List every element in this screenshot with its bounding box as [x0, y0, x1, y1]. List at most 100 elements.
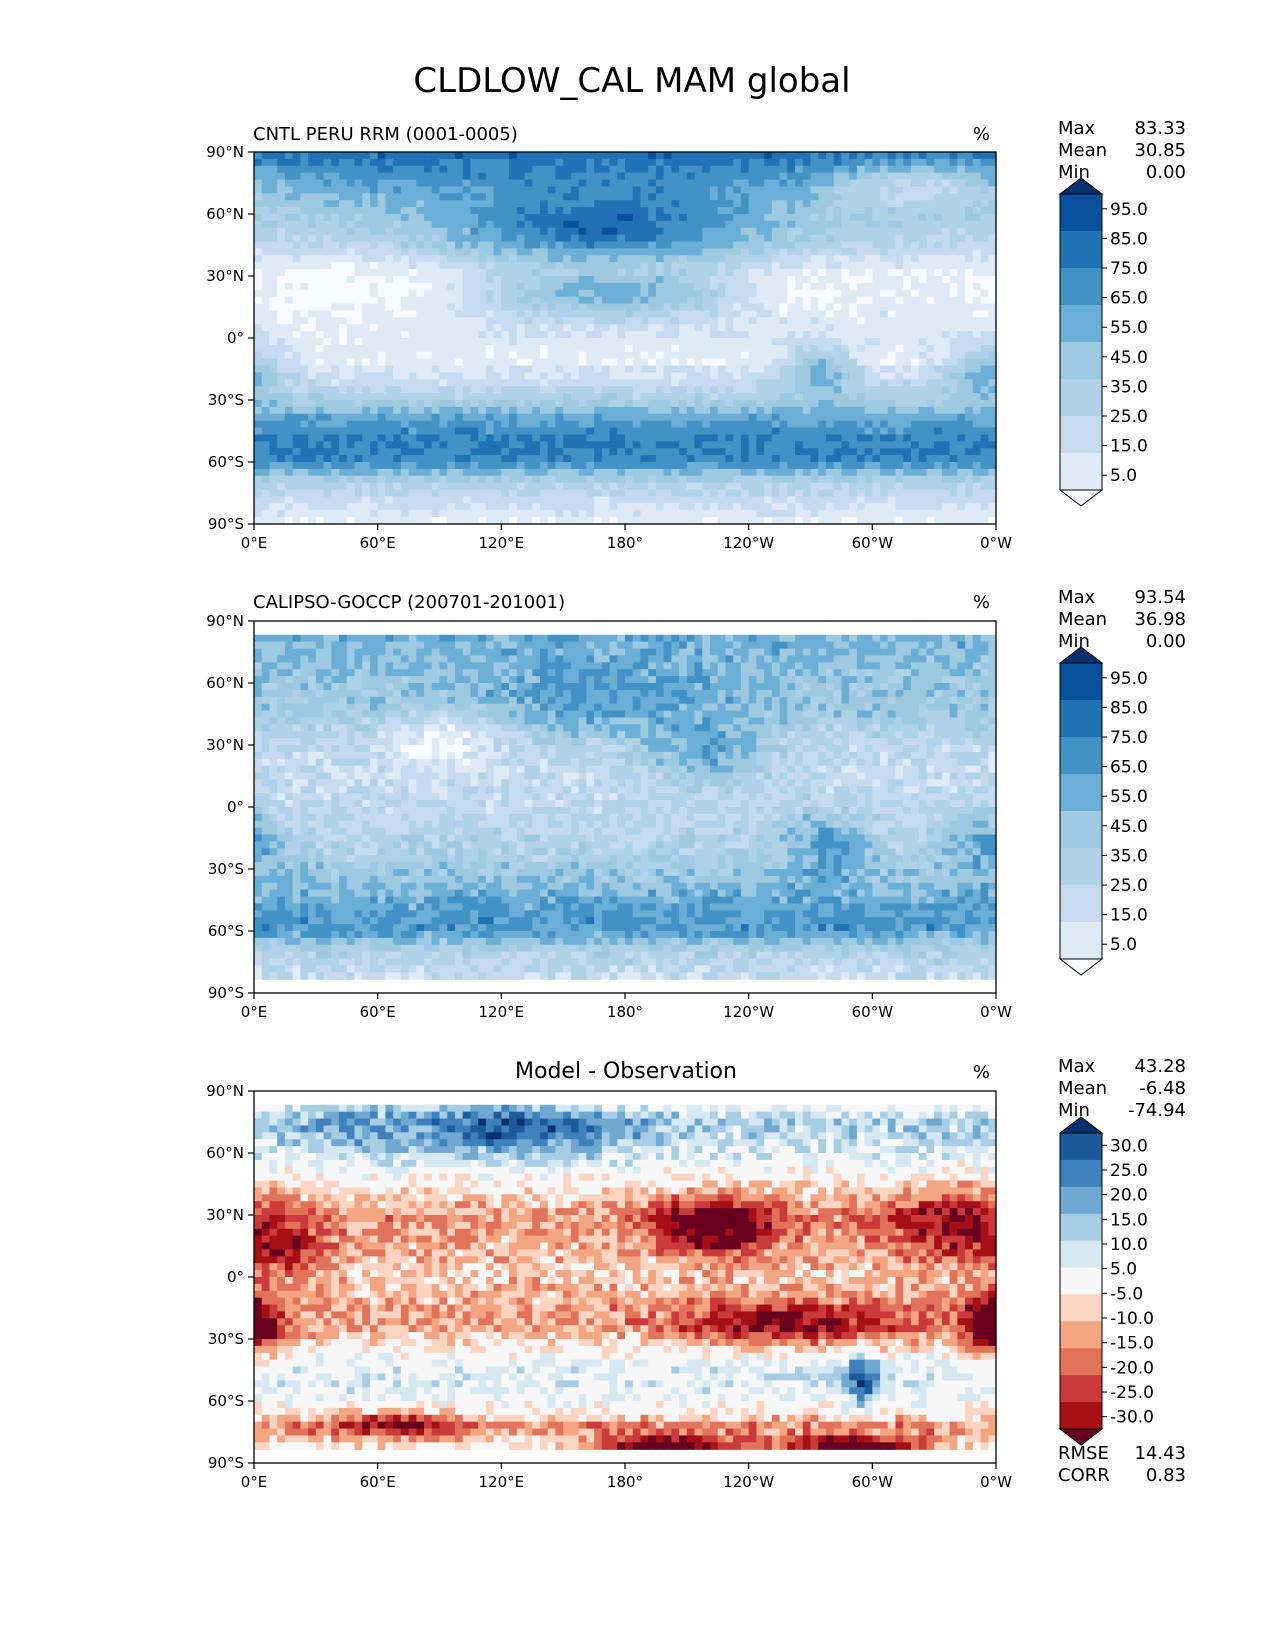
field-cell: [416, 351, 425, 360]
field-cell: [833, 186, 843, 194]
field-cell: [254, 441, 263, 449]
field-cell: [617, 200, 626, 208]
field-cell: [941, 441, 951, 449]
field-cell: [671, 289, 680, 298]
field-cell: [825, 241, 835, 250]
field-cell: [748, 372, 757, 380]
field-cell: [779, 331, 788, 339]
field-cell: [470, 296, 479, 305]
field-cell: [532, 303, 541, 312]
field-cell: [346, 475, 356, 484]
field-cell: [369, 262, 379, 270]
field-cell: [632, 406, 642, 415]
field-cell: [323, 441, 332, 449]
field-cell: [903, 165, 912, 174]
field-cell: [323, 338, 332, 346]
field-cell: [369, 310, 379, 318]
field-cell: [965, 152, 974, 160]
field-cell: [872, 400, 881, 408]
field-cell: [524, 227, 533, 236]
field-cell: [393, 262, 402, 270]
field-cell: [516, 324, 526, 332]
field-cell: [663, 475, 672, 484]
field-cell: [416, 496, 425, 504]
field-cell: [377, 255, 386, 263]
field-cell: [377, 372, 386, 380]
field-cell: [447, 269, 456, 277]
field-cell: [254, 220, 263, 229]
field-cell: [331, 186, 340, 194]
field-cell: [926, 158, 935, 167]
field-cell: [965, 468, 974, 477]
field-cell: [408, 227, 417, 236]
field-cell: [717, 503, 727, 511]
field-cell: [601, 296, 611, 305]
field-cell: [972, 441, 982, 449]
field-cell: [910, 344, 920, 353]
field-cell: [485, 413, 495, 422]
field-cell: [679, 220, 688, 229]
field-cell: [539, 441, 549, 449]
field-cell: [431, 475, 441, 484]
field-cell: [509, 186, 518, 194]
field-cell: [516, 152, 526, 160]
field-cell: [903, 255, 912, 263]
field-cell: [887, 496, 897, 504]
field-cell: [277, 393, 286, 401]
field-cell: [771, 186, 781, 194]
field-cell: [609, 427, 618, 436]
field-cell: [810, 482, 819, 491]
field-cell: [393, 289, 402, 298]
field-cell: [578, 351, 587, 360]
field-cell: [555, 413, 564, 422]
field-cell: [640, 455, 649, 463]
field-cell: [972, 165, 982, 174]
field-cell: [292, 338, 301, 346]
field-cell: [416, 193, 425, 201]
field-cell: [872, 427, 881, 436]
field-cell: [385, 200, 394, 208]
field-cell: [509, 324, 518, 332]
field-cell: [416, 455, 425, 463]
field-cell: [787, 448, 796, 456]
field-cell: [949, 496, 958, 504]
field-cell: [810, 165, 819, 174]
field-cell: [957, 207, 966, 215]
field-cell: [988, 496, 997, 504]
field-cell: [547, 296, 557, 305]
field-cell: [416, 152, 425, 160]
field-cell: [887, 310, 897, 318]
field-cell: [880, 338, 889, 346]
field-cell: [408, 413, 417, 422]
field-cell: [532, 427, 541, 436]
field-cell: [833, 324, 843, 332]
field-cell: [856, 331, 866, 339]
field-cell: [308, 317, 317, 325]
field-cell: [941, 351, 951, 360]
field-cell: [988, 503, 997, 511]
field-cell: [339, 227, 348, 236]
field-cell: [957, 393, 966, 401]
field-cell: [400, 179, 410, 188]
field-cell: [331, 406, 340, 415]
field-cell: [416, 482, 425, 491]
field-cell: [254, 331, 263, 339]
field-cell: [671, 179, 680, 188]
field-cell: [833, 255, 843, 263]
field-cell: [439, 276, 448, 284]
field-cell: [725, 441, 734, 449]
field-cell: [887, 358, 897, 367]
field-cell: [400, 186, 410, 194]
field-cell: [771, 296, 781, 305]
field-cell: [740, 193, 750, 201]
field-cell: [292, 455, 301, 463]
field-cell: [261, 420, 271, 429]
field-cell: [400, 406, 410, 415]
field-cell: [261, 152, 271, 160]
field-cell: [524, 358, 533, 367]
field-cell: [880, 468, 889, 477]
field-cell: [524, 441, 533, 449]
field-cell: [980, 276, 989, 284]
field-cell: [462, 462, 472, 470]
field-cell: [539, 331, 549, 339]
